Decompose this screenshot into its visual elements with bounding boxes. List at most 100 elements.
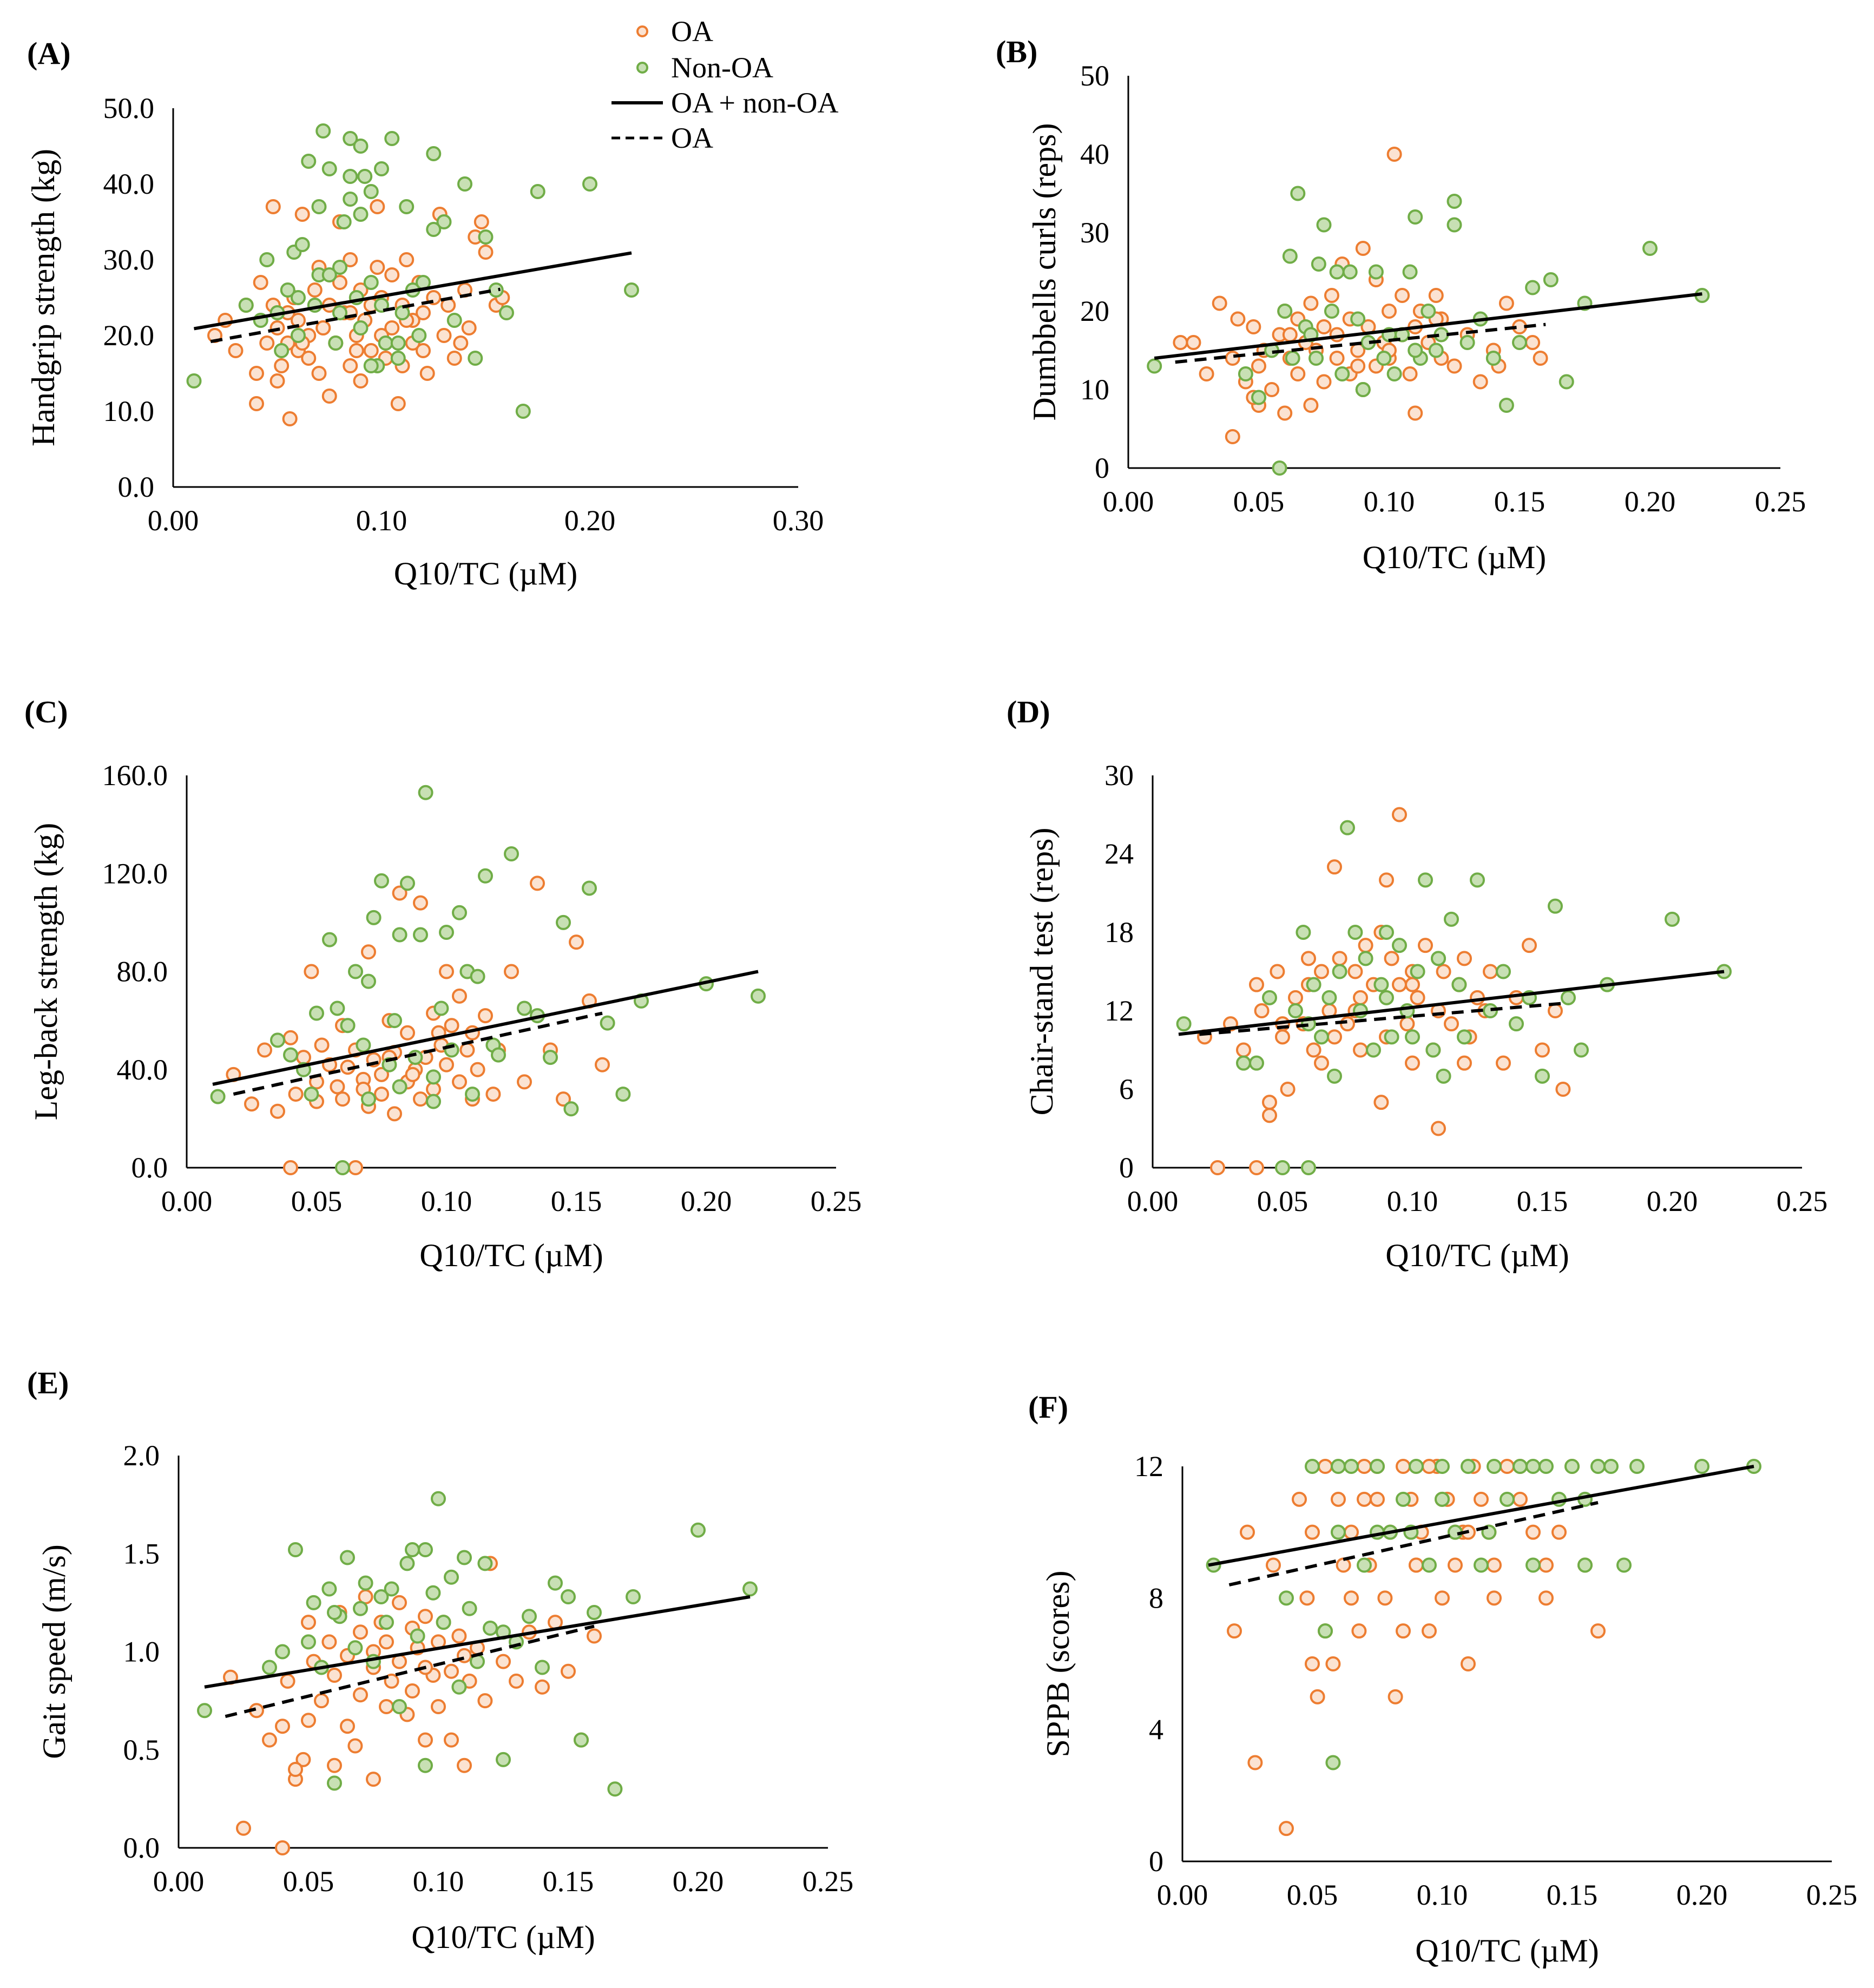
y-tick-label: 160.0: [102, 759, 168, 792]
oa-point: [436, 328, 452, 343]
non-oa-point: [363, 358, 379, 373]
oa-point: [400, 1025, 415, 1041]
oa-point: [1318, 1459, 1333, 1474]
oa-point: [485, 1087, 501, 1102]
non-oa-point: [1305, 1459, 1320, 1474]
non-oa-point: [399, 1556, 415, 1571]
oa-point: [347, 1738, 363, 1754]
oa-point: [474, 214, 489, 229]
oa-point: [361, 944, 376, 960]
non-oa-point: [1410, 964, 1425, 979]
oa-point: [387, 1106, 402, 1122]
oa-point: [453, 335, 469, 351]
x-tick-label: 0.20: [1625, 485, 1676, 518]
x-tick-label: 0.00: [1103, 485, 1154, 518]
x-axis-title: Q10/TC (µM): [394, 556, 578, 591]
oa-point: [370, 260, 385, 275]
oa-point: [1280, 1082, 1296, 1097]
y-tick-label: 40: [1080, 138, 1109, 170]
non-oa-point: [626, 1589, 641, 1604]
fit-line-all: [204, 1595, 751, 1689]
non-oa-point: [1331, 1524, 1346, 1540]
non-oa-point: [330, 1000, 345, 1016]
oa-point: [1525, 335, 1541, 350]
oa-point: [1590, 1623, 1606, 1639]
oa-point: [1377, 1590, 1393, 1606]
non-oa-point: [1396, 1491, 1411, 1507]
non-oa-point: [439, 925, 454, 940]
non-oa-point: [384, 1581, 399, 1597]
oa-point: [374, 1067, 389, 1082]
non-oa-point: [259, 252, 275, 267]
oa-point: [426, 1082, 441, 1097]
non-oa-point: [1431, 951, 1446, 966]
oa-point: [444, 1663, 459, 1679]
fit-line-oa: [1175, 322, 1546, 364]
non-oa-point: [1561, 990, 1576, 1005]
non-oa-point: [1277, 304, 1293, 319]
non-oa-point: [451, 1679, 467, 1695]
non-oa-point: [1301, 1160, 1316, 1175]
oa-point: [1264, 382, 1280, 397]
non-oa-point: [751, 988, 766, 1004]
non-oa-point: [1251, 390, 1266, 405]
non-oa-point: [392, 1079, 407, 1095]
y-tick-label: 12: [1134, 1450, 1163, 1483]
non-oa-point: [1340, 820, 1355, 835]
non-oa-point: [291, 328, 306, 343]
oa-point: [390, 396, 406, 411]
oa-point: [236, 1820, 251, 1836]
non-oa-point: [1329, 264, 1345, 280]
oa-point: [509, 1673, 524, 1689]
oa-point: [335, 1091, 350, 1107]
non-oa-point: [574, 1732, 589, 1748]
oa-point: [314, 1037, 330, 1053]
non-oa-point: [353, 139, 369, 154]
non-oa-point: [1574, 1042, 1589, 1058]
non-oa-point: [1376, 351, 1392, 366]
oa-point: [384, 320, 400, 335]
non-oa-point: [291, 290, 306, 305]
chart-panel-f: (F) 0.00 0.05 0.10 0.15 0.20 0.25 0 4 8 12 Q10/TC (…: [1028, 1390, 1857, 1969]
y-tick-label: 6: [1119, 1073, 1134, 1105]
non-oa-point: [238, 298, 254, 313]
non-oa-point: [335, 1160, 350, 1175]
oa-point: [444, 1732, 459, 1748]
oa-point: [561, 1663, 576, 1679]
chart-panel-c: (C) 0.00 0.05 0.10 0.15 0.20 0.25 0.0 40.0 80.0 12…: [24, 694, 862, 1273]
x-tick-label: 0.20: [1676, 1879, 1728, 1911]
oa-point: [399, 252, 415, 267]
oa-point: [1513, 1491, 1528, 1507]
legend-non-oa-marker: [636, 62, 648, 74]
non-oa-point: [322, 932, 337, 947]
oa-point: [470, 1062, 485, 1077]
non-oa-point: [274, 343, 290, 358]
non-oa-point: [399, 199, 415, 214]
non-oa-point: [1358, 951, 1373, 966]
non-oa-point: [405, 1542, 420, 1557]
non-oa-point: [1535, 1068, 1550, 1084]
oa-point: [1336, 1557, 1351, 1573]
non-oa-point: [1332, 964, 1347, 979]
non-oa-point: [1461, 1459, 1476, 1474]
oa-point: [1254, 1003, 1270, 1018]
y-axis-title: Chair-stand test (reps): [1024, 828, 1060, 1116]
x-tick-label: 0.00: [1127, 1185, 1179, 1217]
non-oa-point: [392, 927, 407, 943]
oa-point: [301, 351, 317, 366]
non-oa-point: [1306, 977, 1321, 992]
non-oa-point: [262, 1660, 277, 1675]
non-oa-point: [366, 910, 382, 925]
non-oa-point: [488, 282, 504, 298]
oa-point: [1173, 335, 1188, 350]
oa-point: [343, 252, 358, 267]
oa-point: [1327, 859, 1342, 875]
oa-point: [418, 1609, 433, 1624]
oa-point: [353, 1687, 368, 1703]
non-oa-point: [1321, 990, 1337, 1005]
non-oa-point: [288, 1542, 303, 1557]
x-tick-label: 0.05: [1257, 1185, 1308, 1217]
oa-point: [1305, 1524, 1320, 1540]
non-oa-point: [1405, 1029, 1420, 1045]
non-oa-point: [1408, 209, 1423, 225]
